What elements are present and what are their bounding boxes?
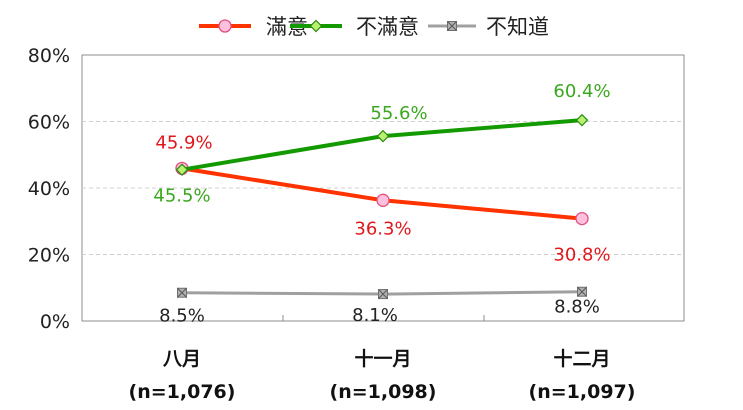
- data-point-marker: [218, 19, 232, 33]
- x-category-label: 十二月: [553, 347, 610, 370]
- y-axis: 0% 20% 40% 60% 80%: [28, 45, 70, 333]
- data-label: 45.9%: [155, 132, 212, 153]
- marker-cross: [577, 286, 587, 297]
- data-point-marker: [378, 289, 388, 300]
- data-label: 8.1%: [352, 305, 398, 326]
- series-line: [181, 166, 583, 221]
- y-tick-label: 60%: [28, 112, 70, 134]
- legend: 滿意 不滿意 不知道: [199, 15, 549, 39]
- x-category-sublabel: (n=1,097): [529, 381, 636, 403]
- series-dissatisfied: [175, 113, 589, 177]
- marker-cross: [177, 287, 187, 298]
- data-point-marker: [309, 19, 323, 33]
- legend-label: 不滿意: [356, 15, 419, 39]
- data-label: 55.6%: [370, 103, 427, 124]
- y-tick-label: 0%: [40, 311, 70, 333]
- legend-item: 不知道: [428, 15, 549, 39]
- x-category-sublabel: (n=1,076): [129, 381, 236, 403]
- data-label: 8.5%: [159, 306, 205, 327]
- marker-cross: [447, 21, 457, 31]
- data-label: 45.5%: [153, 186, 210, 207]
- series-satisfied: [175, 161, 589, 226]
- data-point-marker: [177, 287, 187, 298]
- x-category-sublabel: (n=1,098): [330, 381, 437, 403]
- x-axis: 八月 (n=1,076) 十一月 (n=1,098) 十二月 (n=1,097): [129, 315, 636, 403]
- data-point-marker: [175, 163, 189, 177]
- data-point-marker: [577, 286, 587, 297]
- series-layer: [175, 113, 589, 300]
- y-tick-label: 20%: [28, 245, 70, 267]
- data-label: 36.3%: [354, 218, 411, 239]
- data-point-marker: [575, 113, 589, 127]
- x-category-label: 八月: [163, 348, 201, 370]
- marker-cross: [378, 289, 388, 299]
- series-line: [181, 118, 583, 172]
- y-tick-label: 80%: [28, 45, 70, 67]
- data-point-marker: [575, 211, 589, 226]
- data-labels: 8.5% 8.1% 8.8% 45.9% 36.3% 30.8% 45.5% 55.6% 60.…: [153, 81, 610, 327]
- y-tick-label: 40%: [28, 178, 70, 200]
- legend-label: 不知道: [486, 15, 549, 39]
- data-label: 30.8%: [553, 245, 610, 266]
- data-point-marker: [376, 193, 390, 207]
- legend-item: 不滿意: [290, 15, 419, 39]
- plot-area: [81, 54, 685, 322]
- series-unknown: [177, 286, 587, 300]
- data-label: 60.4%: [553, 81, 610, 102]
- data-point-marker: [447, 21, 457, 31]
- data-label: 8.8%: [554, 297, 600, 318]
- x-category-label: 十一月: [354, 347, 411, 370]
- data-point-marker: [376, 129, 390, 143]
